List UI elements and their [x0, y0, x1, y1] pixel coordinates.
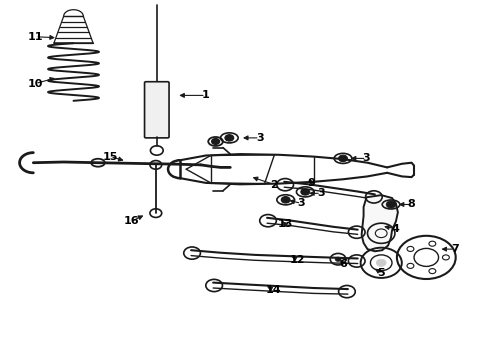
Circle shape: [339, 155, 347, 162]
Circle shape: [225, 135, 234, 141]
Text: 8: 8: [408, 199, 416, 210]
Circle shape: [376, 259, 386, 266]
Text: 9: 9: [307, 178, 315, 188]
Text: 15: 15: [102, 152, 118, 162]
Circle shape: [301, 189, 310, 195]
Text: 3: 3: [317, 188, 325, 198]
Text: 7: 7: [451, 244, 459, 254]
Text: 16: 16: [123, 216, 139, 226]
Text: 13: 13: [277, 219, 293, 229]
Circle shape: [335, 257, 341, 261]
Text: 3: 3: [256, 133, 264, 143]
Text: 5: 5: [377, 268, 385, 278]
Text: 11: 11: [27, 32, 43, 42]
Circle shape: [281, 197, 290, 203]
Text: 3: 3: [297, 198, 305, 208]
Circle shape: [212, 139, 220, 144]
Text: 14: 14: [266, 285, 281, 295]
Circle shape: [386, 201, 396, 208]
Text: 1: 1: [202, 90, 210, 100]
FancyBboxPatch shape: [145, 82, 169, 138]
Text: 2: 2: [270, 180, 278, 190]
Text: 12: 12: [290, 255, 306, 265]
Text: 10: 10: [27, 78, 43, 89]
Polygon shape: [362, 195, 398, 251]
Text: 6: 6: [339, 258, 347, 269]
Text: 3: 3: [363, 153, 370, 163]
Text: 4: 4: [392, 224, 400, 234]
